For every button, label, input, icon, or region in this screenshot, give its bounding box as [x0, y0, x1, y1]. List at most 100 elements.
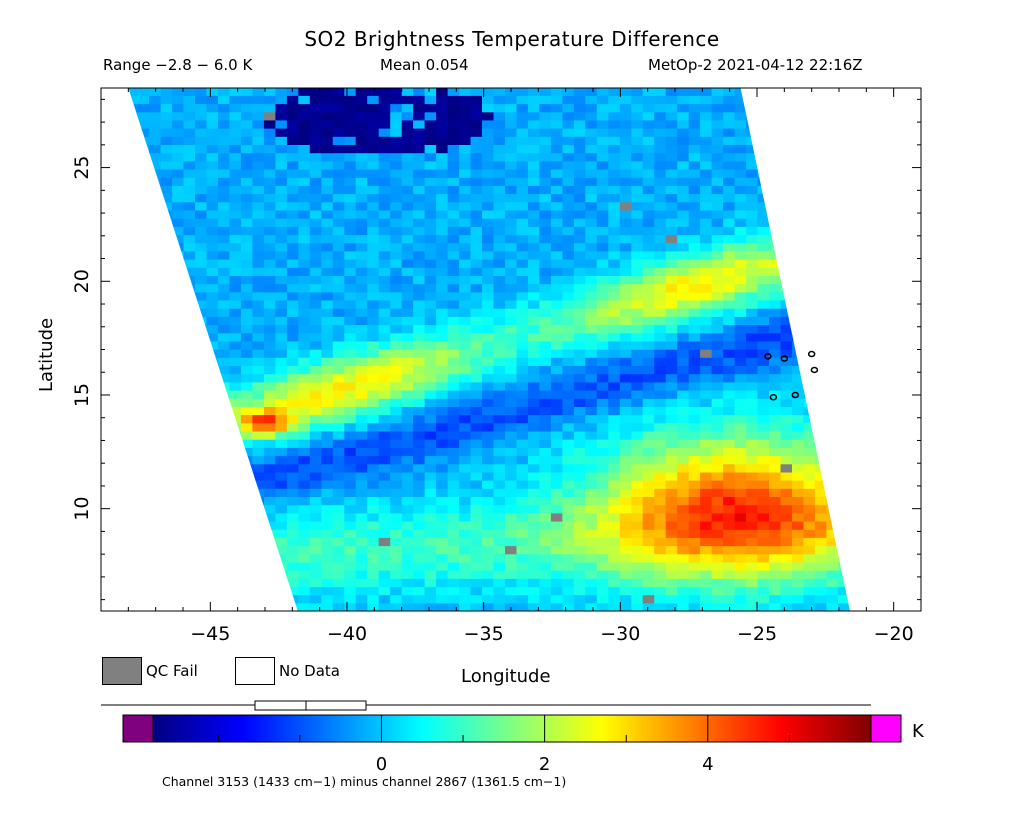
heatmap-cell — [642, 512, 655, 522]
heatmap-cell — [424, 373, 437, 383]
heatmap-cell — [298, 521, 311, 530]
heatmap-cell — [309, 357, 322, 366]
heatmap-cell — [183, 144, 196, 154]
heatmap-cell — [642, 521, 655, 530]
heatmap-cell — [642, 430, 655, 440]
heatmap-cell — [309, 324, 322, 334]
heatmap-cell — [769, 316, 782, 326]
heatmap-cell — [550, 496, 563, 506]
heatmap-cell — [746, 447, 759, 457]
heatmap-cell — [218, 332, 231, 342]
heatmap-cell — [631, 332, 644, 342]
x-tick-label: −35 — [464, 623, 504, 645]
heatmap-cell — [470, 283, 483, 293]
heatmap-cell — [355, 398, 368, 407]
heatmap-cell — [378, 553, 391, 563]
heatmap-cell — [562, 160, 575, 170]
heatmap-cell — [596, 594, 609, 604]
heatmap-cell — [757, 381, 770, 391]
heatmap-cell — [332, 111, 345, 121]
heatmap-cell — [792, 471, 805, 481]
heatmap-cell — [527, 316, 540, 326]
heatmap-cell — [275, 349, 288, 358]
heatmap-cell — [447, 480, 460, 489]
heatmap-cell — [550, 439, 563, 448]
heatmap-cell — [734, 365, 747, 375]
heatmap-cell — [677, 602, 690, 611]
heatmap-cell — [642, 537, 655, 547]
heatmap-cell — [654, 234, 667, 244]
heatmap-cell — [413, 455, 426, 465]
heatmap-cell — [344, 512, 357, 522]
heatmap-cell — [654, 496, 667, 506]
heatmap-cell — [183, 152, 196, 162]
heatmap-cell — [608, 209, 621, 219]
heatmap-cell — [619, 299, 632, 309]
heatmap-cell — [665, 226, 678, 236]
heatmap-cell — [447, 512, 460, 522]
heatmap-cell — [654, 316, 667, 326]
heatmap-cell — [332, 488, 345, 497]
heatmap-cell — [355, 430, 368, 440]
heatmap-cell — [413, 381, 426, 391]
heatmap-cell — [527, 291, 540, 301]
heatmap-cell — [516, 291, 529, 301]
heatmap-cell — [516, 316, 529, 326]
heatmap-cell — [550, 447, 563, 457]
heatmap-cell — [229, 136, 242, 145]
heatmap-cell — [539, 512, 552, 522]
heatmap-cell — [470, 586, 483, 596]
heatmap-cell — [321, 488, 334, 497]
heatmap-cell — [298, 430, 311, 440]
heatmap-cell — [413, 398, 426, 407]
heatmap-cell — [263, 373, 276, 383]
heatmap-cell — [447, 88, 460, 96]
heatmap-cell — [734, 226, 747, 236]
heatmap-cell — [344, 209, 357, 219]
heatmap-cell — [424, 398, 437, 407]
heatmap-cell — [149, 160, 162, 170]
heatmap-cell — [482, 561, 495, 571]
heatmap-cell — [734, 349, 747, 358]
heatmap-cell — [436, 578, 449, 588]
heatmap-cell — [183, 242, 196, 252]
heatmap-cell — [631, 128, 644, 137]
heatmap-cell — [482, 373, 495, 383]
heatmap-cell — [298, 119, 311, 129]
heatmap-cell — [149, 128, 162, 137]
heatmap-cell — [654, 422, 667, 432]
heatmap-cell — [711, 267, 724, 276]
heatmap-cell — [321, 521, 334, 530]
heatmap-cell — [734, 234, 747, 244]
heatmap-cell — [642, 422, 655, 432]
heatmap-cell — [344, 365, 357, 375]
heatmap-cell — [539, 283, 552, 293]
heatmap-cell — [619, 455, 632, 465]
heatmap-cell — [378, 570, 391, 579]
heatmap-cell — [516, 267, 529, 276]
heatmap-cell — [677, 578, 690, 588]
heatmap-cell — [769, 422, 782, 432]
heatmap-cell — [424, 439, 437, 448]
heatmap-cell — [355, 152, 368, 162]
heatmap-cell — [321, 169, 334, 178]
heatmap-cell — [527, 570, 540, 579]
heatmap-cell — [378, 267, 391, 276]
heatmap-cell — [573, 267, 586, 276]
heatmap-cell — [172, 136, 185, 145]
heatmap-cell — [711, 512, 724, 522]
heatmap-cell — [470, 340, 483, 350]
heatmap-cell — [355, 455, 368, 465]
heatmap-cell — [401, 308, 414, 317]
heatmap-cell — [654, 95, 667, 105]
heatmap-cell — [527, 185, 540, 195]
heatmap-cell — [493, 430, 506, 440]
colorbar-slider-thumb[interactable] — [254, 700, 367, 711]
heatmap-cell — [654, 529, 667, 538]
heatmap-cell — [585, 357, 598, 366]
heatmap-cell — [240, 373, 253, 383]
heatmap-cell — [240, 185, 253, 195]
heatmap-cell — [286, 578, 299, 588]
heatmap-cell — [218, 365, 231, 375]
heatmap-cell — [826, 553, 839, 563]
